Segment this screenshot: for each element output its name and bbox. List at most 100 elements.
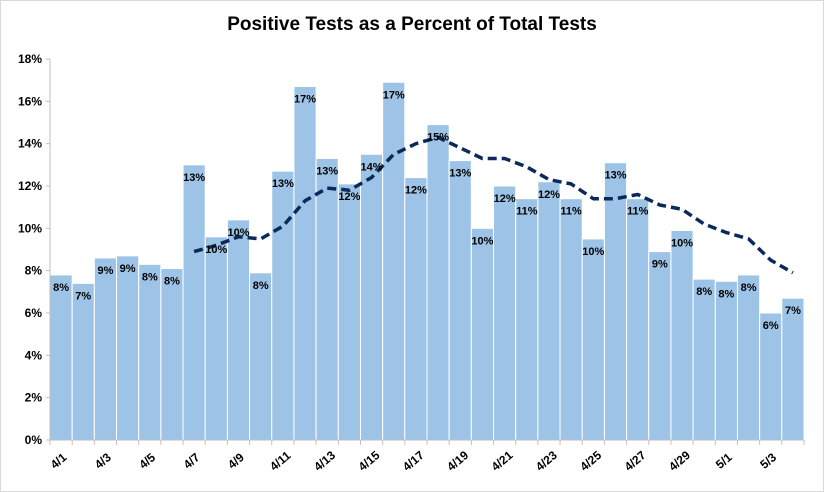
bar-4-11 [271,170,295,441]
data-label: 12% [538,189,560,201]
moving-average-line [193,135,794,275]
bar-4-16 [382,81,406,441]
bar-4-12 [293,86,317,441]
bar-4-19 [448,160,472,441]
x-tick-label: 4/21 [489,448,516,474]
bar-4-7 [182,164,206,441]
bar-4-21 [493,185,517,441]
y-tick-label: 8% [25,264,43,278]
data-label: 13% [604,170,626,182]
x-tick-label: 4/29 [666,448,693,474]
x-tick-label: 4/13 [311,448,338,474]
x-tick-label: 4/19 [444,448,471,474]
data-label: 10% [471,235,493,247]
data-label: 7% [785,305,801,317]
data-labels-group: 8%7%9% 9%8% 8%13%10%10%8%13%17%13%12%14%17… [53,89,801,332]
bar-4-15 [359,153,384,441]
y-tick-label: 2% [25,391,43,405]
bar-4-13 [315,157,339,441]
data-label: 8% [53,282,69,294]
bar-4-4 [116,255,140,441]
data-label: 15% [427,132,449,144]
bars-group [49,81,805,441]
bar-4-10 [249,272,273,441]
bar-5-2 [736,274,761,441]
data-label: 8% [718,288,734,300]
data-label: 8% [164,276,180,288]
bar-4-28 [648,251,672,441]
bar-4-23 [537,181,561,441]
x-tick-label: 5/1 [713,450,735,472]
bar-4-3 [93,257,118,441]
data-label: 13% [316,165,338,177]
data-label: 8% [741,282,757,294]
bar-4-2 [71,282,95,441]
y-tick-label: 0% [25,433,43,447]
y-tick-label: 18% [18,52,42,66]
data-label: 8% [142,271,158,283]
moving-average-group [193,135,794,275]
bar-4-1 [49,274,73,441]
x-tick-label: 4/23 [533,448,560,474]
y-tick-label: 4% [25,348,43,362]
bar-4-30 [692,278,716,441]
data-label: 13% [183,172,205,184]
x-tick-label: 4/3 [92,450,114,472]
data-label: 10% [205,244,227,256]
bar-5-1 [714,280,738,441]
bar-4-25 [581,238,605,441]
x-tick-label: 4/5 [136,450,158,472]
data-label: 9% [97,265,113,277]
bar-4-26 [603,162,628,441]
x-tick-label: 4/11 [267,448,294,474]
bar-5-4 [781,297,805,441]
data-label: 13% [449,168,471,180]
y-tick-label: 16% [18,94,42,108]
bar-4-20 [470,227,495,441]
x-tick-label: 4/27 [622,448,649,474]
data-label: 13% [272,178,294,190]
data-label: 12% [405,185,427,197]
bar-4-29 [670,229,694,441]
data-label: 17% [383,89,405,101]
x-tick-label: 4/25 [577,448,604,474]
data-label: 8% [253,280,269,292]
x-tick-label: 4/15 [356,448,383,474]
data-label: 10% [227,227,249,239]
data-label: 11% [627,206,649,218]
y-tick-label: 10% [18,221,42,235]
chart-title: Positive Tests as a Percent of Total Tes… [227,14,597,35]
data-label: 17% [294,94,316,106]
data-label: 6% [763,320,779,332]
bar-4-6 [160,268,184,441]
data-label: 14% [361,161,383,173]
data-label: 9% [120,263,136,275]
bar-4-5 [138,263,162,441]
bar-4-22 [515,198,539,441]
bar-4-17 [404,177,428,441]
data-label: 11% [516,206,538,218]
data-label: 12% [338,191,360,203]
data-label: 11% [560,206,582,218]
data-label: 7% [75,290,91,302]
y-tick-label: 12% [18,179,42,193]
y-tick-label: 14% [18,137,42,151]
x-tick-label: 4/1 [48,450,70,472]
data-label: 8% [696,286,712,298]
bar-4-8 [204,236,228,441]
bar-4-14 [337,183,361,441]
bar-5-3 [759,312,783,441]
data-label: 12% [494,193,516,205]
bar-4-27 [626,198,650,441]
x-tick-label: 4/9 [225,450,247,472]
x-tick-label: 5/3 [757,450,779,472]
x-tick-label: 4/17 [400,448,427,474]
data-label: 10% [582,246,604,258]
bar-4-18 [426,124,450,441]
bar-4-24 [559,198,583,441]
y-tick-label: 6% [25,306,43,320]
x-tick-label: 4/7 [181,450,203,472]
data-label: 10% [671,237,693,249]
bar-4-9 [226,219,251,441]
